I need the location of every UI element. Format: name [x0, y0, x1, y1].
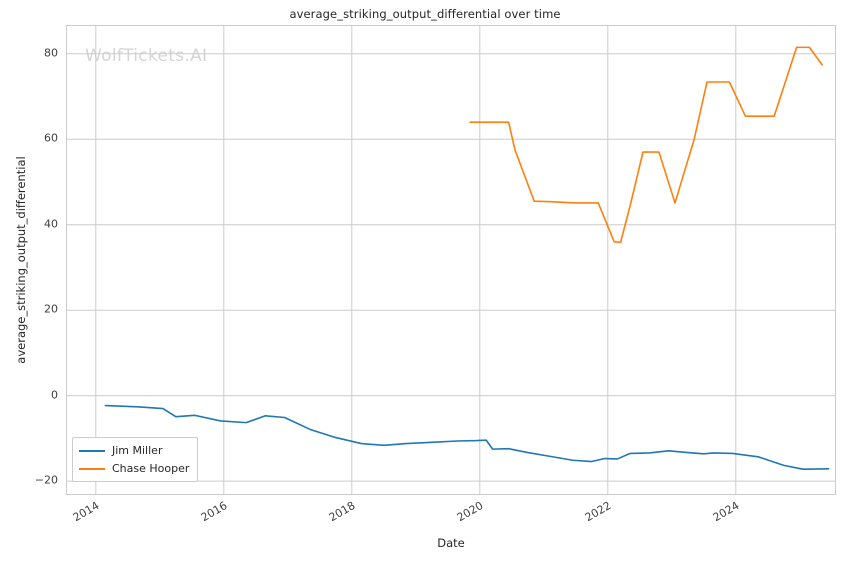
x-axis-label: Date	[437, 536, 465, 550]
x-tick-label: 2014	[70, 499, 102, 525]
legend-item-jim-miller[interactable]: Jim Miller	[79, 443, 189, 458]
x-tick-label: 2016	[198, 499, 230, 525]
grid-lines	[67, 26, 835, 494]
series-line-chase-hooper	[469, 46, 824, 244]
y-tick-label: 20	[44, 302, 58, 316]
y-axis-tick-labels: −20 0 20 40 60 80	[0, 0, 58, 561]
legend-label: Jim Miller	[112, 444, 163, 457]
chart-title: average_striking_output_differential ove…	[289, 7, 561, 21]
x-tick-label: 2018	[326, 499, 358, 525]
legend-label: Chase Hooper	[112, 462, 190, 475]
plot-area: WolfTickets.AI	[66, 25, 836, 495]
chart-legend[interactable]: Jim Miller Chase Hooper	[72, 437, 199, 482]
legend-item-chase-hooper[interactable]: Chase Hooper	[79, 461, 189, 476]
x-tick-label: 2022	[582, 499, 614, 525]
x-tick-label: 2024	[710, 499, 742, 525]
series-lines	[104, 46, 830, 471]
legend-color-swatch	[79, 467, 105, 470]
y-tick-label: 40	[44, 217, 58, 231]
y-tick-label: 0	[51, 388, 58, 402]
legend-color-swatch	[79, 449, 105, 452]
y-tick-label: −20	[34, 473, 58, 487]
y-tick-label: 60	[44, 131, 58, 145]
x-tick-label: 2020	[454, 499, 486, 525]
y-tick-label: 80	[44, 46, 58, 60]
series-line-jim-miller	[104, 404, 830, 471]
plot-svg	[67, 26, 835, 494]
